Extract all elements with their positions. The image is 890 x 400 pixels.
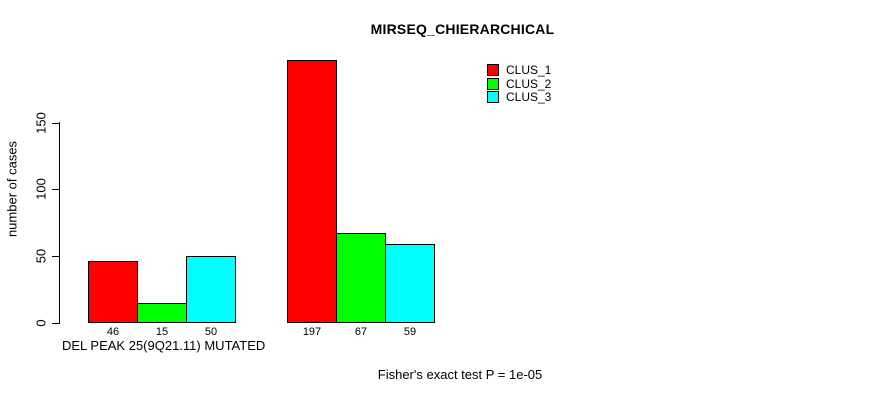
y-tick-label: 100 (33, 178, 49, 201)
y-tick-label: 150 (33, 111, 49, 134)
bar-clus_2-group1 (137, 302, 187, 323)
bar-clus_3-group2 (385, 244, 435, 323)
bar-clus_2-group2 (336, 233, 386, 323)
bar-value-label: 197 (302, 326, 322, 338)
y-axis-label: number of cases (4, 140, 20, 238)
bar-value-label: 15 (155, 326, 169, 338)
y-tick-mark (52, 122, 60, 124)
bar-value-label: 46 (106, 326, 120, 338)
legend-swatch-clus_2 (487, 77, 499, 90)
bar-value-label: 50 (204, 326, 218, 338)
y-tick-label: 0 (33, 319, 49, 327)
bar-value-label: 67 (354, 326, 368, 338)
legend-label-clus_3: CLUS_3 (506, 90, 552, 104)
y-axis-line (59, 122, 60, 323)
y-tick-mark (52, 189, 60, 191)
bar-value-label: 59 (403, 326, 417, 338)
legend-swatch-clus_3 (487, 91, 499, 103)
bar-clus_1-group2 (287, 60, 337, 323)
bar-clus_3-group1 (186, 256, 236, 323)
y-tick-mark (52, 256, 60, 258)
annotation-fisher-test: Fisher's exact test P = 1e-05 (377, 367, 543, 382)
bar-clus_1-group1 (88, 261, 138, 323)
y-tick-label: 50 (33, 248, 49, 264)
legend-swatch-clus_1 (487, 64, 499, 76)
legend-label-clus_2: CLUS_2 (506, 76, 552, 91)
legend-label-clus_1: CLUS_1 (506, 63, 552, 77)
chart-title: MIRSEQ_CHIERARCHICAL (370, 21, 555, 37)
x-axis-group-label: DEL PEAK 25(9Q21.11) MUTATED (62, 338, 266, 353)
y-tick-mark (52, 322, 60, 324)
